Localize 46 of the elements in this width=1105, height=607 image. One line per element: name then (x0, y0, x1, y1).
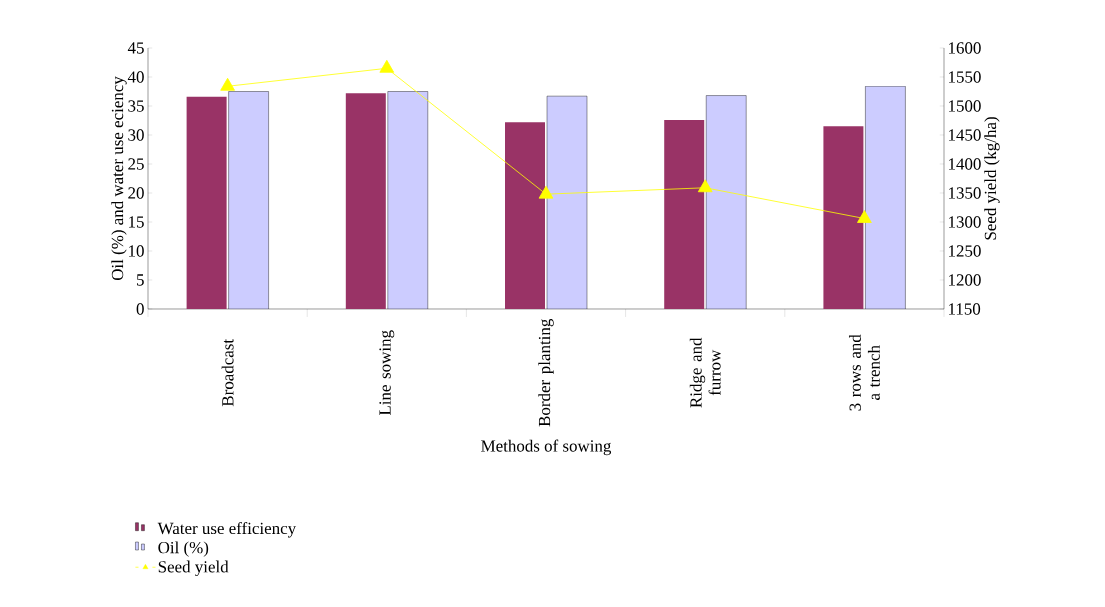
legend-label: Seed yield (158, 560, 229, 577)
point (220, 77, 235, 91)
x-tick-label: 3 rows and a trench (848, 334, 880, 411)
y2-tick-label: 1150 (949, 303, 981, 315)
y2-tick-label: 1200 (949, 274, 981, 286)
y2-tick-label: 1600 (949, 42, 981, 54)
point (379, 59, 395, 73)
y-tick-label: 5 (137, 274, 144, 286)
y-tick-label: 30 (128, 129, 144, 141)
y-tick-label: 25 (128, 158, 144, 170)
y-tick-label: 0 (136, 303, 144, 315)
y-tick-label: 10 (129, 245, 144, 257)
bar (505, 122, 546, 309)
x-tick-label: Line sowing (379, 330, 395, 416)
bar (823, 126, 864, 309)
bar (865, 86, 906, 309)
x-tick-label: Border planting (538, 319, 554, 427)
y2-tick-label: 1500 (949, 100, 981, 112)
y2-axis-title: Seed yield (kg/ha) (984, 117, 1000, 240)
y2-tick-label: 1400 (949, 158, 981, 170)
y-tick-label: 15 (129, 216, 144, 228)
bar (706, 95, 747, 309)
bar (228, 91, 269, 309)
y-tick-label: 40 (127, 71, 144, 83)
bar (664, 119, 705, 309)
legend-label: Oil (%) (158, 541, 209, 557)
y2-tick-label: 1450 (949, 129, 981, 141)
y-tick-label: 35 (128, 100, 144, 112)
y2-tick-label: 1250 (949, 245, 981, 257)
bar (547, 96, 587, 309)
legend-label: Water use efficiency (157, 521, 297, 538)
x-tick-label: Broadcast (221, 339, 234, 407)
y2-tick-label: 1550 (949, 71, 981, 83)
bar (186, 96, 227, 309)
y2-tick-label: 1350 (949, 187, 981, 199)
y-axis-title: Oil (%) and water use eciency (111, 76, 127, 281)
x-tick-label: Ridge and furrow (689, 337, 721, 408)
y2-tick-label: 1300 (949, 216, 981, 228)
y-tick-label: 45 (127, 42, 144, 54)
bar (345, 93, 386, 309)
bar (387, 91, 428, 309)
y-tick-label: 20 (128, 187, 144, 199)
point (857, 210, 872, 223)
point (538, 185, 554, 199)
point (697, 179, 713, 193)
x-axis-title: Methods of sowing (481, 439, 612, 456)
